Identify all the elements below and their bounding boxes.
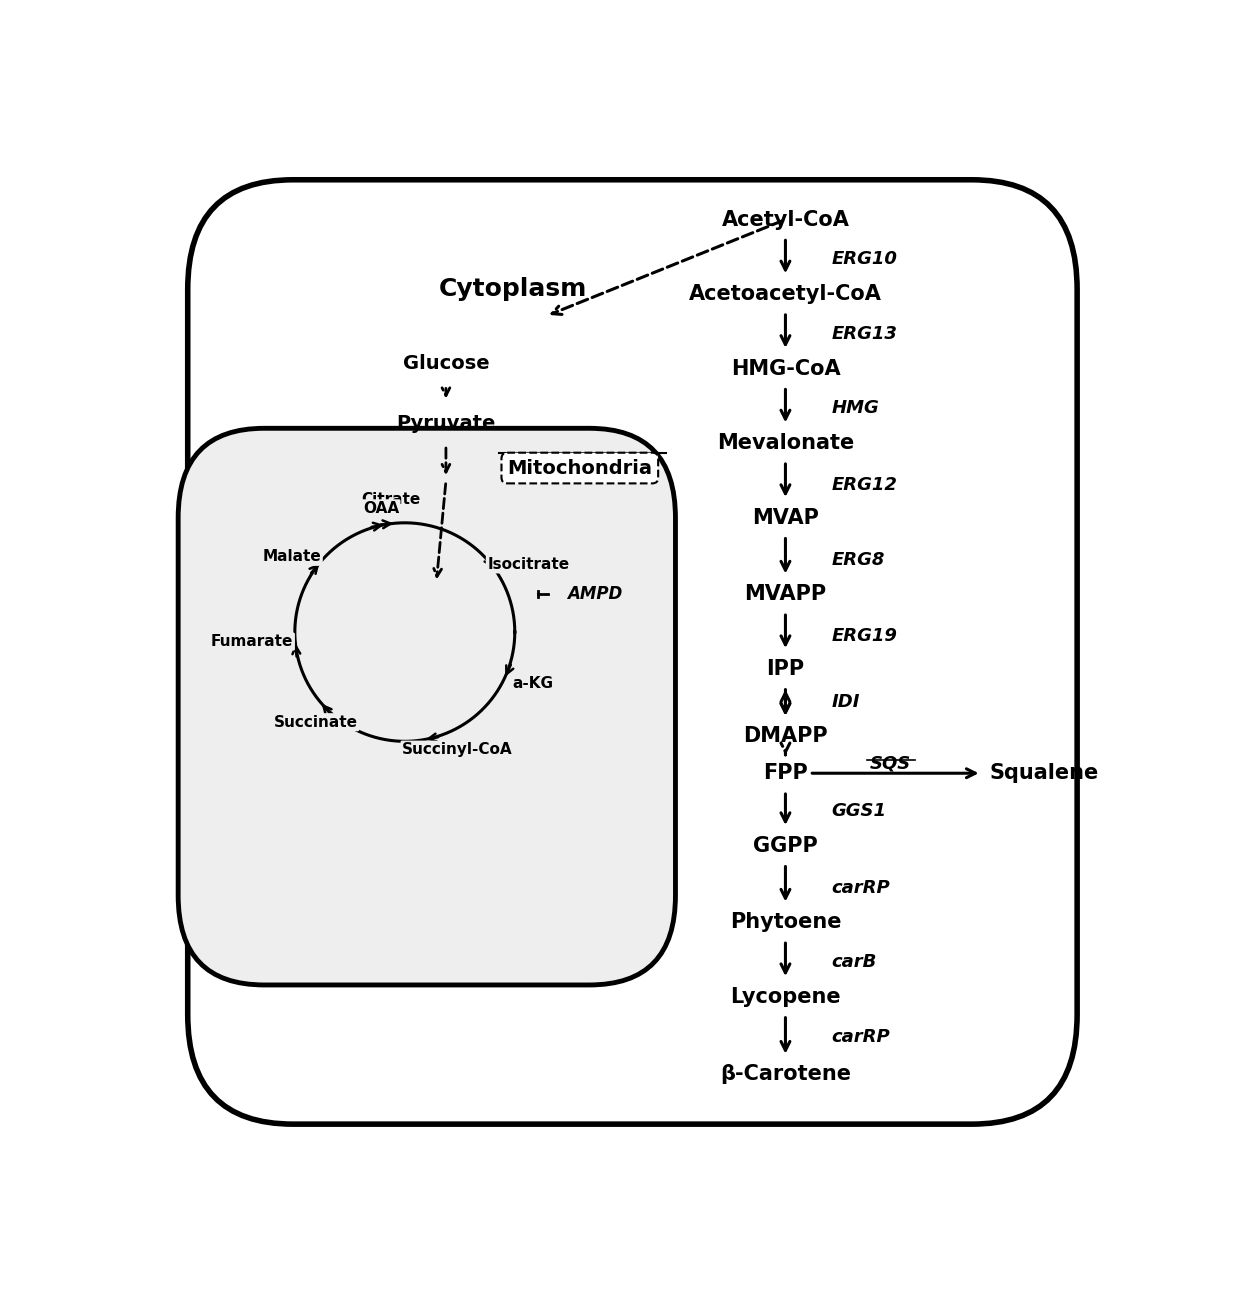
FancyBboxPatch shape — [178, 429, 675, 985]
Text: Succinyl-CoA: Succinyl-CoA — [402, 742, 512, 757]
Text: HMG-CoA: HMG-CoA — [731, 359, 840, 378]
Text: AMPD: AMPD — [566, 585, 622, 603]
Text: carRP: carRP — [832, 1028, 890, 1046]
Text: Cytoplasm: Cytoplasm — [439, 278, 587, 301]
Text: MVAP: MVAP — [752, 507, 819, 528]
Text: IPP: IPP — [766, 658, 805, 679]
Text: HMG: HMG — [832, 399, 879, 417]
Text: Glucose: Glucose — [402, 354, 489, 373]
Text: β-Carotene: β-Carotene — [719, 1065, 851, 1084]
Text: Acetoacetyl-CoA: Acetoacetyl-CoA — [689, 284, 882, 305]
Text: SQS: SQS — [870, 754, 911, 772]
Text: Succinate: Succinate — [274, 715, 358, 729]
Text: Fumarate: Fumarate — [211, 634, 294, 649]
FancyBboxPatch shape — [188, 179, 1077, 1124]
Text: IDI: IDI — [832, 693, 860, 710]
Text: carRP: carRP — [832, 879, 890, 896]
Text: ERG13: ERG13 — [832, 325, 897, 343]
Text: GGPP: GGPP — [753, 835, 818, 856]
Text: Mitochondria: Mitochondria — [507, 458, 653, 478]
Text: carB: carB — [832, 953, 876, 971]
Text: Pyruvate: Pyruvate — [396, 414, 496, 432]
Text: ERG8: ERG8 — [832, 550, 885, 568]
Text: Acetyl-CoA: Acetyl-CoA — [722, 209, 849, 230]
Text: ERG10: ERG10 — [832, 250, 897, 269]
Text: Phytoene: Phytoene — [729, 913, 842, 932]
Text: GGS1: GGS1 — [832, 802, 886, 820]
Text: Citrate: Citrate — [360, 492, 420, 507]
Text: Squalene: Squalene — [990, 763, 1098, 784]
Text: DMAPP: DMAPP — [743, 727, 828, 746]
Text: Lycopene: Lycopene — [731, 986, 840, 1007]
Text: FPP: FPP — [763, 763, 808, 784]
Text: Mevalonate: Mevalonate — [717, 434, 854, 453]
Text: Isocitrate: Isocitrate — [487, 556, 569, 572]
Text: Malate: Malate — [263, 550, 321, 564]
Text: ERG19: ERG19 — [832, 627, 897, 646]
Text: a-KG: a-KG — [512, 675, 554, 691]
Text: OAA: OAA — [363, 501, 399, 516]
Text: ERG12: ERG12 — [832, 476, 897, 494]
Text: MVAPP: MVAPP — [744, 585, 827, 604]
